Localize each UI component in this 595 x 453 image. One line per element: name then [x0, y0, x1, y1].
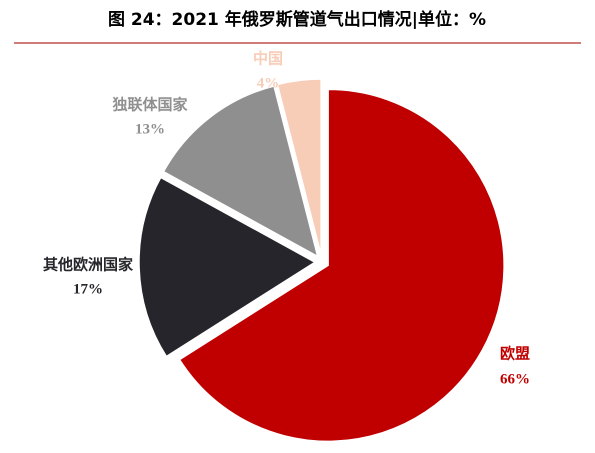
pie-slice — [138, 176, 317, 358]
pie-slice — [162, 85, 319, 258]
pie-slice — [178, 88, 505, 443]
value-label: 66% — [500, 371, 530, 387]
value-label: 17% — [73, 281, 103, 297]
slice-label: 其他欧洲国家 — [43, 255, 133, 273]
slice-label: 欧盟 — [500, 344, 530, 362]
chart-title: 图 24：2021 年俄罗斯管道气出口情况|单位：% — [108, 9, 486, 30]
slice-label: 中国 — [253, 49, 283, 67]
pie-slice — [276, 78, 322, 256]
slice-label: 独联体国家 — [112, 95, 187, 113]
value-label: 4% — [257, 75, 280, 91]
value-label: 13% — [135, 121, 165, 137]
